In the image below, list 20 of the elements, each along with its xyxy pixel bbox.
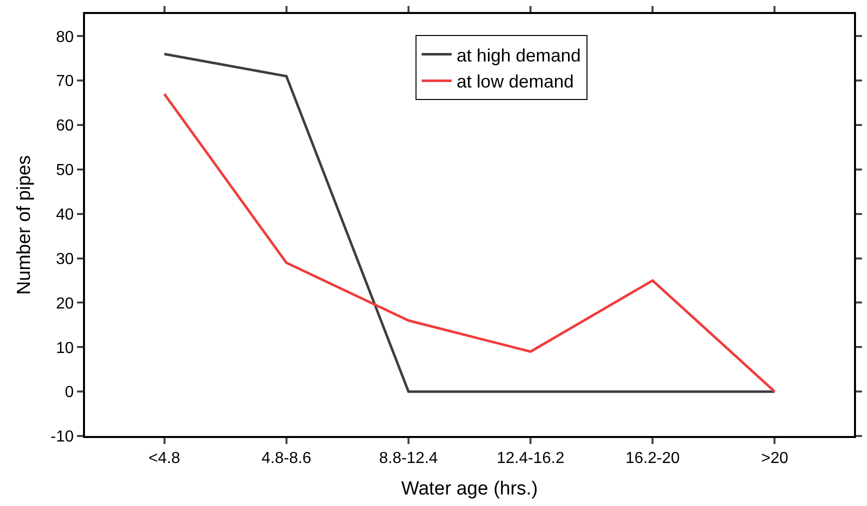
x-axis-title: Water age (hrs.): [401, 478, 538, 500]
x-tick-label: <4.8: [148, 450, 180, 468]
y-tick-label: 80: [56, 28, 74, 46]
x-tick-label: 12.4-16.2: [496, 450, 564, 468]
y-tick-label: -10: [50, 428, 74, 446]
y-axis-title: Number of pipes: [14, 155, 36, 295]
legend-label: at low demand: [456, 72, 574, 92]
x-tick-label: 4.8-8.6: [261, 450, 312, 468]
x-tick-label: 8.8-12.4: [379, 450, 438, 468]
y-tick-label: 70: [56, 73, 74, 90]
y-tick-label: 20: [56, 295, 74, 312]
legend-label: at high demand: [456, 45, 581, 66]
x-tick-label: >20: [761, 450, 788, 468]
x-tick-label: 16.2-20: [625, 450, 680, 468]
y-tick-label: 30: [56, 250, 74, 268]
y-tick-label: 50: [56, 162, 74, 180]
y-tick-label: 10: [56, 340, 74, 357]
y-tick-label: 60: [56, 118, 74, 135]
y-tick-label: 40: [56, 206, 74, 224]
y-tick-label: 0: [64, 384, 74, 402]
